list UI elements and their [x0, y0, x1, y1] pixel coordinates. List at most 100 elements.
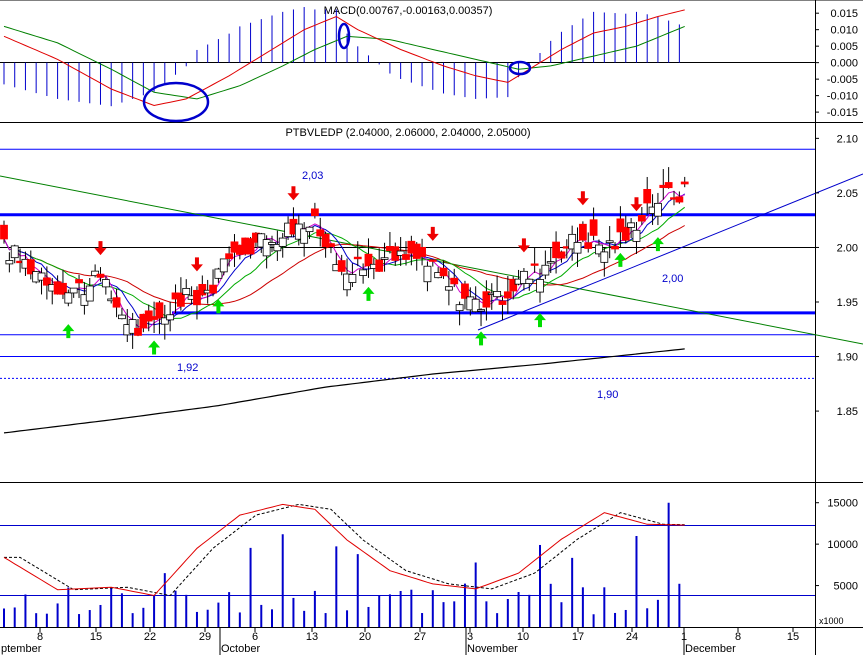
candle-body	[423, 265, 432, 283]
y-tick-label: 1.90	[837, 352, 858, 364]
signal-arrows	[62, 186, 664, 355]
candle-body	[364, 253, 373, 267]
candle-body	[595, 244, 603, 255]
candle-body	[637, 214, 646, 222]
ma-slow-line	[3, 206, 686, 319]
candle-body	[600, 251, 609, 263]
candle-body	[305, 226, 314, 233]
volume-unit-label: x1000	[819, 616, 844, 626]
y-tick-label: -0.010	[827, 91, 858, 103]
candle-body	[193, 289, 201, 306]
candle-body	[316, 229, 325, 237]
buy-arrow-icon	[62, 324, 75, 339]
volume-panel: 15000 10000 5000 x1000	[0, 498, 858, 627]
candle-body	[455, 304, 464, 312]
sell-arrow-icon	[517, 238, 530, 253]
candle-body	[155, 302, 164, 319]
candle-body	[444, 286, 453, 291]
candle-body	[96, 273, 105, 278]
candle-body	[353, 256, 362, 260]
x-tick-label: 20	[359, 631, 371, 643]
candle-body	[530, 263, 539, 266]
sell-arrow-icon	[426, 226, 439, 241]
ma-red-line	[3, 225, 685, 305]
ma-fast-line	[3, 190, 685, 329]
candle-body	[611, 246, 619, 250]
candle-body	[262, 239, 271, 257]
candle-body	[101, 279, 110, 288]
candle-body	[428, 259, 437, 262]
candle-body	[477, 309, 485, 312]
candle-body	[402, 254, 410, 260]
x-tick-label: 3	[467, 631, 473, 643]
x-month-label: ptember	[1, 643, 42, 655]
candle-body	[246, 238, 255, 255]
x-tick-label: 8	[735, 631, 741, 643]
annotation-2-03: 2,03	[302, 170, 323, 182]
candle-body	[160, 317, 169, 325]
candle-body	[680, 181, 689, 185]
candle-body	[664, 182, 673, 189]
y-tick-label: -0.005	[827, 74, 858, 86]
macd-title: MACD(0.00767,-0.00163,0.00357)	[324, 5, 493, 17]
macd-signal-line	[3, 25, 685, 100]
candle-body	[327, 243, 335, 247]
candle-body	[310, 208, 319, 217]
candle-body	[503, 291, 512, 299]
candle-body	[380, 257, 389, 260]
candle-body	[182, 287, 191, 296]
annotation-1-92: 1,92	[177, 362, 198, 374]
x-tick-label: 22	[144, 631, 156, 643]
candle-body	[605, 240, 614, 244]
candle-body	[75, 279, 83, 284]
candle-body	[471, 298, 480, 313]
buy-arrow-icon	[212, 299, 225, 314]
candle-body	[64, 292, 73, 304]
y-tick-label: 0.015	[830, 8, 858, 20]
candle-body	[273, 244, 282, 252]
buy-arrow-icon	[148, 340, 161, 355]
candle-body	[214, 268, 223, 279]
candle-body	[616, 218, 625, 233]
candle-body	[573, 242, 582, 254]
buy-arrow-icon	[362, 286, 375, 301]
x-month-label: November	[467, 643, 518, 655]
candle-body	[118, 314, 126, 320]
candle-body	[621, 226, 630, 241]
candle-body	[112, 297, 121, 308]
candle-body	[536, 279, 544, 293]
candle-body	[85, 285, 94, 302]
candle-body	[42, 277, 51, 286]
candle-body	[225, 253, 234, 259]
candle-body	[654, 202, 662, 217]
sell-arrow-icon	[190, 257, 203, 272]
price-panel: PTBVLEDP (2.04000, 2.06000, 2.04000, 2.0…	[0, 127, 863, 434]
y-tick-label: 2.05	[837, 188, 858, 200]
sell-arrow-icon	[94, 241, 107, 256]
candle-body	[26, 259, 35, 275]
macd-y-axis: 0.015 0.010 0.005 0.000 -0.005 -0.010 -0.015	[815, 8, 858, 119]
y-tick-label: 0.000	[830, 58, 858, 70]
candle-body	[128, 319, 137, 334]
buy-arrow-icon	[475, 331, 488, 346]
trend-line-blue	[477, 173, 863, 331]
candle-body	[546, 261, 555, 264]
candle-body	[396, 250, 405, 256]
x-tick-label: 29	[199, 631, 211, 643]
candle-body	[643, 189, 652, 204]
x-tick-label: 15	[787, 631, 799, 643]
x-tick-label: 6	[252, 631, 258, 643]
sell-arrow-icon	[576, 191, 589, 206]
x-tick-label: 24	[626, 631, 638, 643]
ma-mid-line	[3, 193, 685, 326]
candle-body	[166, 314, 175, 321]
candle-body	[219, 258, 228, 273]
candle-body	[69, 287, 78, 294]
x-tick-label: 15	[90, 631, 102, 643]
candle-body	[509, 278, 518, 292]
volume-ma-line	[3, 503, 685, 597]
annotation-2-00: 2,00	[662, 273, 683, 285]
x-tick-label: 13	[306, 631, 318, 643]
buy-arrow-icon	[534, 313, 546, 328]
y-tick-label: 1.95	[837, 297, 858, 309]
